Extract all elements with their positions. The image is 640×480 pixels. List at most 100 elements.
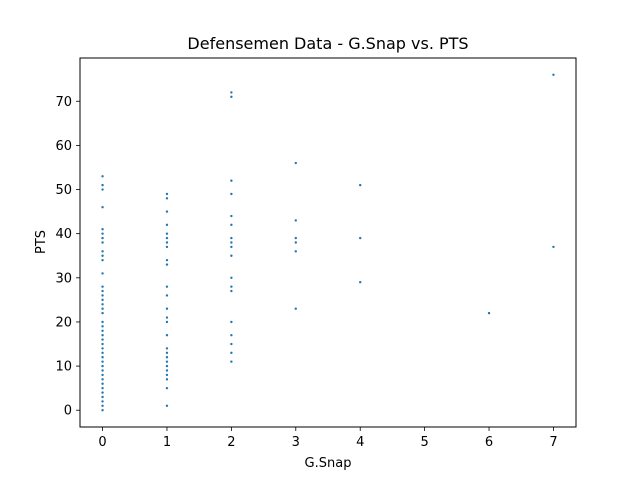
x-tick-label: 3: [292, 435, 300, 450]
data-point: [101, 382, 104, 385]
data-point: [101, 342, 104, 346]
data-point: [101, 303, 104, 306]
x-tick-label: 5: [420, 435, 428, 450]
data-point: [165, 232, 169, 235]
data-point: [101, 364, 104, 368]
y-tick-label: 50: [55, 183, 72, 198]
data-point: [165, 356, 169, 359]
data-point: [101, 250, 104, 253]
data-point: [552, 245, 555, 249]
y-tick-label: 20: [55, 315, 72, 330]
data-point: [165, 369, 169, 372]
data-point: [230, 254, 233, 257]
data-point: [294, 241, 297, 244]
x-tick-label: 4: [356, 435, 364, 450]
data-point: [101, 254, 104, 257]
data-point: [165, 307, 169, 310]
data-point: [230, 360, 233, 363]
data-point: [230, 192, 233, 196]
data-point: [230, 179, 233, 182]
data-point: [165, 351, 169, 355]
x-tick-label: 7: [549, 435, 557, 450]
data-point: [101, 289, 104, 293]
data-point: [294, 161, 297, 165]
x-axis-ticks: 0 1 2 3 4 5 6 7: [98, 427, 558, 450]
x-tick-label: 6: [485, 435, 493, 450]
y-axis-ticks: 0 10 20 30 40 50 60 70: [55, 95, 80, 419]
data-point: [230, 276, 233, 280]
data-point: [359, 183, 362, 187]
data-point: [230, 223, 233, 227]
data-point: [101, 360, 104, 363]
data-point: [101, 395, 104, 399]
data-point: [230, 285, 233, 288]
y-axis-label: PTS: [34, 230, 49, 254]
data-point: [101, 228, 104, 231]
y-tick-label: 10: [55, 360, 72, 375]
data-point: [165, 258, 169, 262]
data-point: [165, 210, 169, 213]
x-axis-label: G.Snap: [305, 456, 352, 471]
data-point: [230, 342, 233, 346]
data-point: [165, 236, 169, 240]
data-point: [101, 386, 104, 390]
data-point: [165, 294, 169, 297]
data-point: [101, 294, 104, 297]
data-point: [101, 307, 104, 310]
data-point: [101, 373, 104, 377]
data-point: [165, 197, 169, 200]
y-tick-label: 0: [64, 404, 72, 419]
data-point: [552, 73, 555, 76]
y-tick-label: 40: [55, 227, 72, 242]
data-point: [230, 95, 233, 99]
data-point: [230, 351, 233, 355]
data-point: [165, 333, 169, 337]
data-point: [101, 409, 104, 412]
data-point: [359, 236, 362, 240]
y-tick-label: 30: [55, 271, 72, 286]
data-point: [101, 369, 104, 372]
data-point: [101, 378, 104, 381]
data-point: [165, 316, 169, 319]
data-point: [101, 404, 104, 408]
data-point: [101, 311, 104, 315]
data-point: [165, 285, 169, 288]
data-point: [230, 241, 233, 244]
data-point: [294, 219, 297, 222]
data-point: [101, 272, 104, 275]
data-point: [294, 307, 297, 310]
data-point: [101, 188, 104, 191]
chart-title: Defensemen Data - G.Snap vs. PTS: [187, 34, 468, 53]
data-point: [101, 338, 104, 341]
data-point: [101, 285, 104, 288]
data-point: [101, 183, 104, 187]
data-point: [101, 232, 104, 235]
data-point: [230, 236, 233, 240]
data-point: [101, 400, 104, 403]
data-point: [165, 404, 169, 408]
data-point: [165, 378, 169, 381]
data-point: [165, 373, 169, 377]
data-point: [165, 223, 169, 227]
data-point: [101, 347, 104, 350]
data-point: [101, 298, 104, 302]
x-tick-label: 0: [98, 435, 106, 450]
data-point: [101, 258, 104, 262]
plot-frame: [79, 57, 577, 428]
data-point: [165, 245, 169, 249]
data-point: [165, 347, 169, 350]
data-point: [101, 391, 104, 394]
data-point: [165, 386, 169, 390]
data-point: [101, 329, 104, 332]
data-point: [101, 320, 104, 324]
data-point: [294, 250, 297, 253]
y-tick-label: 60: [55, 139, 72, 154]
data-point: [101, 356, 104, 359]
data-point: [359, 281, 362, 284]
data-point: [230, 320, 233, 324]
data-point: [101, 325, 104, 328]
data-point: [230, 333, 233, 337]
data-point: [101, 333, 104, 337]
